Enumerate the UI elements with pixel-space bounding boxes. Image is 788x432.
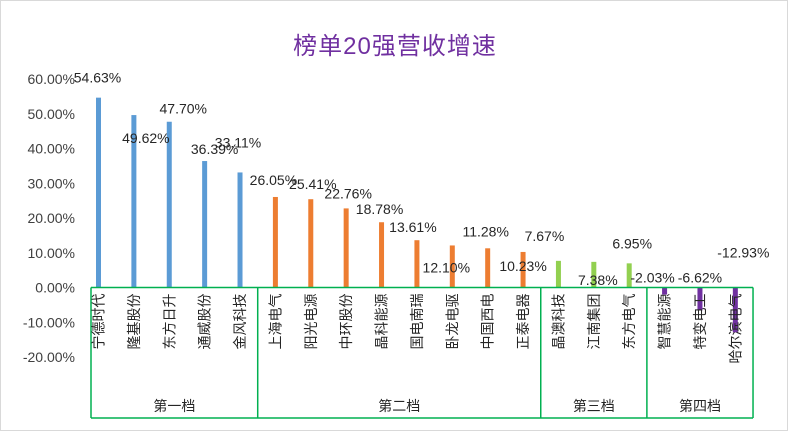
category-label: 宁德时代 bbox=[91, 294, 108, 350]
bar bbox=[343, 208, 349, 288]
y-tick-label: -10.00% bbox=[23, 314, 75, 330]
y-tick-label: 60.00% bbox=[28, 71, 75, 87]
category-label: 智慧能源 bbox=[658, 294, 674, 350]
data-label: 6.95% bbox=[612, 235, 652, 251]
bar bbox=[555, 260, 561, 288]
data-label: 47.70% bbox=[160, 101, 207, 117]
data-label: 18.78% bbox=[356, 201, 403, 217]
category-label: 金风科技 bbox=[233, 294, 249, 350]
bar bbox=[202, 161, 208, 288]
bar bbox=[131, 115, 137, 288]
category-label: 国电南瑞 bbox=[410, 294, 426, 350]
data-label: 36.39% bbox=[191, 141, 238, 157]
bar bbox=[485, 248, 491, 288]
category-label: 通威股份 bbox=[198, 294, 214, 350]
data-label: 22.76% bbox=[324, 185, 371, 201]
data-label: 26.05% bbox=[250, 172, 297, 188]
data-label: 7.38% bbox=[578, 272, 618, 288]
data-label: -6.62% bbox=[678, 270, 722, 286]
bar bbox=[732, 287, 738, 333]
y-tick-label: 50.00% bbox=[28, 106, 75, 122]
data-label: 7.67% bbox=[525, 228, 565, 244]
group-label: 第二档 bbox=[378, 398, 420, 415]
bar bbox=[591, 261, 597, 288]
category-label: 卧龙电驱 bbox=[445, 294, 461, 350]
data-label: 13.61% bbox=[389, 219, 436, 235]
data-label: 25.41% bbox=[289, 176, 336, 192]
category-label: 哈尔滨电气 bbox=[728, 294, 744, 364]
bar bbox=[697, 287, 703, 311]
y-tick-label: 40.00% bbox=[28, 141, 75, 157]
bar bbox=[379, 222, 385, 288]
y-tick-label: 20.00% bbox=[28, 210, 75, 226]
bar bbox=[308, 199, 314, 288]
data-label: 10.23% bbox=[499, 258, 546, 274]
category-label: 东方日升 bbox=[162, 294, 178, 350]
category-label: 隆基股份 bbox=[126, 294, 143, 350]
bar bbox=[626, 263, 632, 288]
category-label: 中环股份 bbox=[339, 294, 355, 350]
category-label: 晶澳科技 bbox=[551, 294, 567, 350]
data-label: 12.10% bbox=[423, 259, 470, 275]
bar bbox=[662, 287, 668, 295]
chart-title: 榜单20强营收增速 bbox=[293, 33, 497, 60]
data-label: 49.62% bbox=[122, 130, 169, 146]
y-tick-label: -20.00% bbox=[23, 349, 75, 365]
bar bbox=[237, 172, 243, 288]
bar bbox=[414, 240, 420, 288]
bar bbox=[166, 121, 172, 288]
data-label: 54.63% bbox=[74, 70, 121, 86]
category-label: 江南集团 bbox=[586, 294, 603, 350]
bar bbox=[96, 97, 101, 288]
data-label: -12.93% bbox=[717, 245, 769, 261]
category-label: 特变电工 bbox=[693, 294, 709, 350]
category-label: 上海电气 bbox=[268, 294, 284, 350]
category-label: 正泰电器 bbox=[516, 294, 532, 350]
category-label: 晶科能源 bbox=[375, 294, 391, 350]
group-label: 第四档 bbox=[679, 398, 721, 415]
category-label: 阳光电源 bbox=[304, 294, 320, 350]
y-tick-label: 30.00% bbox=[28, 175, 75, 191]
category-label: 中国西电 bbox=[481, 294, 497, 350]
data-label: 11.28% bbox=[462, 223, 508, 239]
group-label: 第三档 bbox=[573, 398, 615, 415]
y-tick-label: 10.00% bbox=[28, 245, 75, 261]
data-label: 33.11% bbox=[215, 134, 261, 150]
bar bbox=[520, 251, 526, 288]
group-label: 第一档 bbox=[153, 398, 195, 415]
category-label: 东方电气 bbox=[622, 294, 638, 350]
data-label: -2.03% bbox=[630, 270, 674, 286]
bar bbox=[272, 196, 278, 288]
bar bbox=[449, 245, 455, 288]
y-tick-label: 0.00% bbox=[35, 280, 75, 296]
